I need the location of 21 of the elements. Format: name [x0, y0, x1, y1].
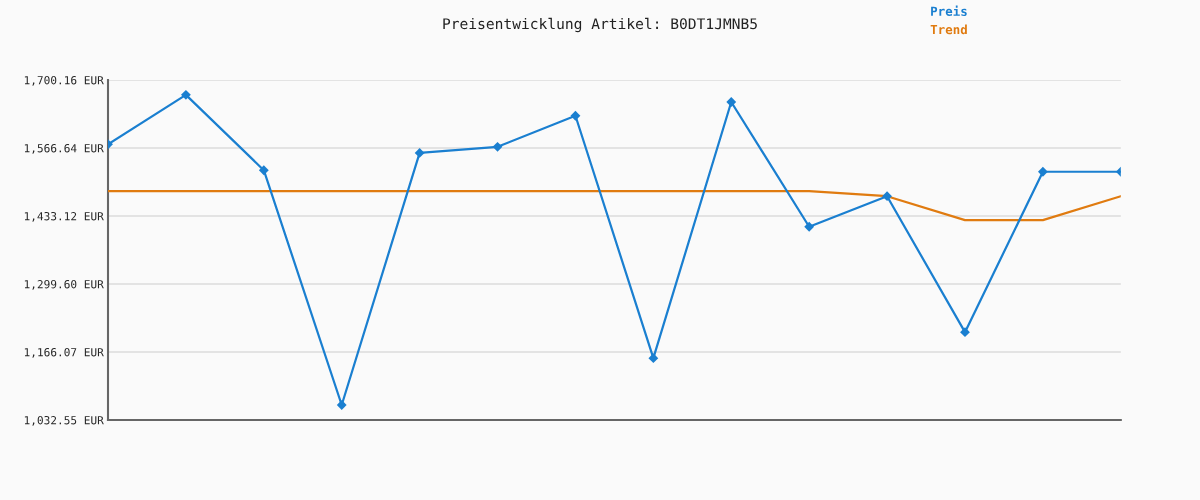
point	[414, 148, 425, 158]
y-tick-label: 1,700.16 EUR	[24, 76, 104, 86]
y-tick-label: 1,299.60 EUR	[24, 280, 104, 290]
point	[1037, 166, 1048, 177]
y-tick-label: 1,566.64 EUR	[24, 144, 104, 154]
point	[648, 353, 659, 364]
point	[492, 141, 503, 152]
point	[181, 89, 191, 100]
text: Preis	[931, 5, 967, 16]
y-tick-label: 1,166.07 EUR	[24, 348, 104, 358]
point	[726, 97, 737, 107]
chart-title: Preisentwicklung Artikel: B0DT1JMNB5	[443, 17, 757, 33]
text: Trend	[930, 24, 967, 35]
point	[960, 327, 970, 338]
point	[336, 400, 347, 410]
point	[258, 165, 269, 176]
point	[570, 110, 581, 121]
y-tick-label: 1,032.55 EUR	[24, 416, 104, 426]
point	[882, 191, 892, 202]
point	[804, 221, 815, 232]
y-tick-label: 1,433.12 EUR	[24, 212, 104, 222]
